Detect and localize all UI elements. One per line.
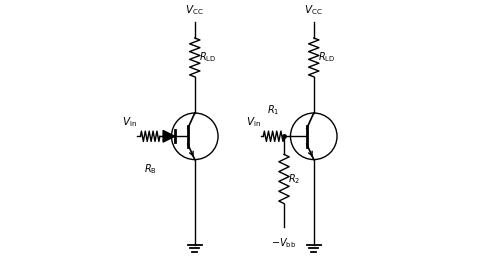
Text: V$_{\mathsf{CC}}$: V$_{\mathsf{CC}}$ (185, 3, 204, 17)
Text: R$_{\mathsf{LD}}$: R$_{\mathsf{LD}}$ (199, 50, 216, 64)
Text: V$_{\mathsf{CC}}$: V$_{\mathsf{CC}}$ (304, 3, 323, 17)
Text: R$_{\mathsf{1}}$: R$_{\mathsf{1}}$ (267, 103, 280, 117)
Text: R$_{\mathsf{LD}}$: R$_{\mathsf{LD}}$ (317, 50, 335, 64)
Text: $-$V$_{\mathsf{bb}}$: $-$V$_{\mathsf{bb}}$ (272, 236, 297, 250)
Text: R$_{\mathsf{2}}$: R$_{\mathsf{2}}$ (288, 172, 300, 186)
Text: V$_{\mathsf{in}}$: V$_{\mathsf{in}}$ (246, 115, 262, 128)
Text: R$_{\mathsf{B}}$: R$_{\mathsf{B}}$ (143, 162, 156, 176)
Text: V$_{\mathsf{in}}$: V$_{\mathsf{in}}$ (122, 115, 138, 128)
Polygon shape (163, 131, 175, 142)
